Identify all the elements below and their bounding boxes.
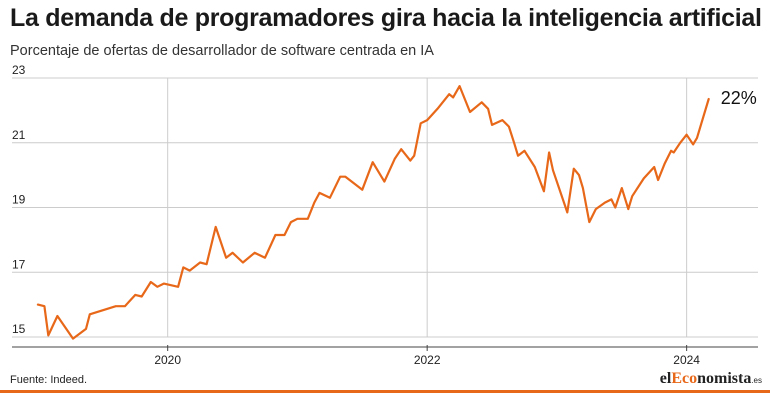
end-labels: 22% bbox=[721, 88, 757, 108]
logo-suffix: nomista bbox=[697, 370, 752, 387]
logo-prefix: el bbox=[659, 370, 672, 387]
footer-accent-bar bbox=[0, 390, 770, 393]
brand-logo: elEconomista.es bbox=[660, 370, 762, 388]
y-tick-label: 17 bbox=[12, 257, 26, 271]
chart-subtitle: Porcentaje de ofertas de desarrollador d… bbox=[10, 43, 434, 59]
y-tick-label: 15 bbox=[12, 322, 26, 336]
chart-title: La demanda de programadores gira hacia l… bbox=[10, 4, 762, 32]
y-tick-label: 21 bbox=[12, 128, 26, 142]
x-tick-label: 2020 bbox=[154, 353, 181, 367]
grid bbox=[12, 77, 758, 338]
x-axis-ticks: 2020 2022 2024 bbox=[12, 345, 758, 367]
series-line-0 bbox=[36, 85, 710, 340]
logo-tld: .es bbox=[751, 376, 762, 385]
source-note: Fuente: Indeed. bbox=[10, 374, 88, 386]
y-tick-label: 23 bbox=[12, 63, 26, 77]
logo-accent: Eco bbox=[671, 370, 698, 387]
x-tick-label: 2022 bbox=[414, 353, 441, 367]
y-axis-ticks: 15 17 19 21 23 bbox=[12, 63, 26, 336]
y-tick-label: 19 bbox=[12, 193, 26, 207]
line-chart: 15 17 19 21 23 2020 2022 2024 22% bbox=[12, 63, 758, 367]
x-tick-label: 2024 bbox=[673, 353, 700, 367]
end-value-label: 22% bbox=[721, 88, 757, 108]
series bbox=[36, 85, 710, 340]
